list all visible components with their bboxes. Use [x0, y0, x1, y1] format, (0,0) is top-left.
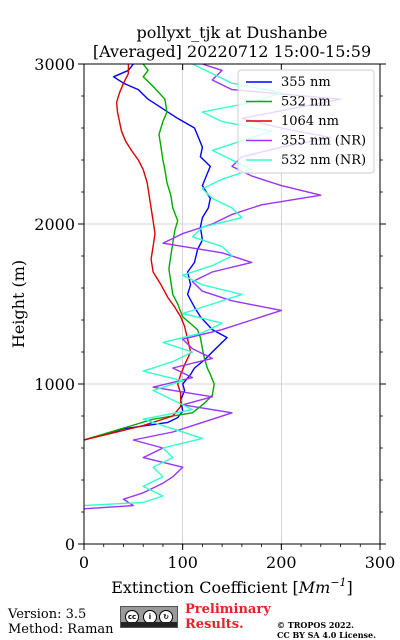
cc-license-badge: cc i ↻	[120, 606, 178, 628]
copyright-note: © TROPOS 2022. CC BY SA 4.0 License.	[277, 620, 376, 640]
chart-title-line2: [Averaged] 20220712 15:00-15:59	[93, 42, 371, 61]
prelim-line1: Preliminary	[185, 602, 271, 617]
plot-frame	[83, 63, 381, 545]
series-line-2	[84, 64, 192, 441]
x-axis-label-text: Extinction Coefficient [	[111, 578, 299, 597]
x-axis-label-unit: Mm	[298, 578, 331, 597]
x-axis-label: Extinction Coefficient [Mm−1]	[111, 576, 353, 597]
chart-title-line1: pollyxt_tjk at Dushanbe	[136, 23, 327, 42]
legend-label: 1064 nm	[281, 114, 339, 129]
x-tick-label: 0	[79, 553, 89, 572]
series-line-1	[84, 64, 215, 441]
x-axis-label-exp: −1	[330, 576, 346, 589]
legend: 355 nm 532 nm 1064 nm 355 nm (NR) 532 nm (NR…	[237, 69, 375, 174]
x-tick-label: 100	[167, 553, 198, 572]
method-label: Method: Raman	[8, 622, 114, 637]
x-tick-label: 200	[266, 553, 297, 572]
version-label: Version: 3.5	[8, 607, 87, 622]
x-tick-label: 300	[365, 553, 396, 572]
copyright-line1: © TROPOS 2022.	[277, 620, 354, 630]
preliminary-results-note: Preliminary Results.	[185, 602, 271, 632]
y-tick-label: 1000	[34, 375, 75, 394]
legend-label: 532 nm	[281, 95, 331, 110]
series-line-0	[84, 64, 228, 441]
y-axis-label: Height (m)	[9, 260, 28, 348]
legend-label: 532 nm (NR)	[281, 153, 366, 168]
y-tick-label: 0	[65, 535, 75, 554]
copyright-line2: CC BY SA 4.0 License.	[277, 630, 376, 640]
badge-strip	[121, 622, 177, 627]
legend-label: 355 nm (NR)	[281, 134, 366, 149]
legend-label: 355 nm	[281, 75, 331, 90]
y-tick-label: 3000	[34, 55, 75, 74]
prelim-line2: Results.	[185, 617, 244, 632]
y-tick-label: 2000	[34, 215, 75, 234]
x-axis-label-end: ]	[347, 578, 353, 597]
legend-box	[237, 69, 375, 174]
